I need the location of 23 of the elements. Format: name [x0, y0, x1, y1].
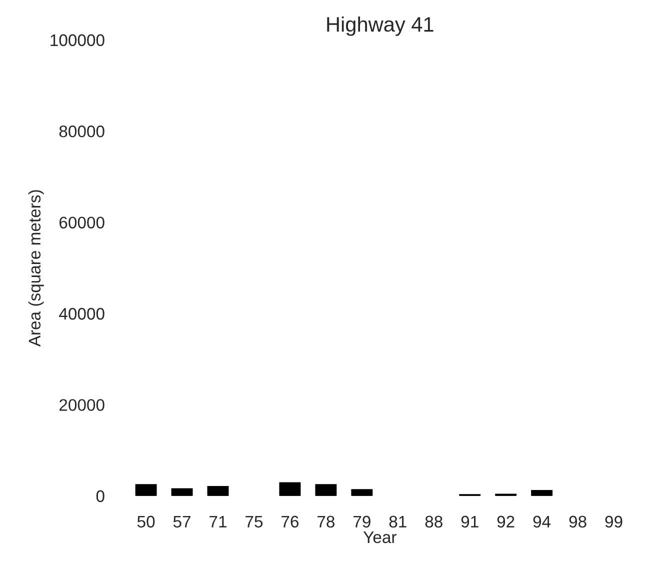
- x-tick-label: 75: [246, 516, 263, 528]
- x-tick-label: 76: [282, 516, 298, 528]
- x-tick-label: 99: [605, 516, 622, 528]
- x-tick-label: 98: [569, 516, 586, 528]
- x-tick-label: 91: [461, 516, 478, 528]
- y-tick-label: 100000: [50, 34, 104, 46]
- x-tick-label: 50: [137, 516, 155, 528]
- chart-title: Highway 41: [327, 16, 434, 36]
- y-axis-title: Area (square meters): [28, 190, 44, 347]
- x-tick-label: 88: [425, 516, 442, 528]
- y-tick-label: 20000: [60, 399, 104, 411]
- x-tick-label: 78: [318, 516, 334, 528]
- y-tick-label: 0: [96, 490, 104, 502]
- x-tick-label: 81: [389, 516, 406, 528]
- x-axis-title: Year: [363, 531, 396, 544]
- y-tick-label: 60000: [60, 216, 104, 229]
- y-tick-label: 80000: [59, 126, 104, 138]
- x-tick-label: 71: [210, 516, 226, 528]
- x-tick-label: 79: [353, 516, 370, 528]
- x-tick-label: 94: [533, 516, 551, 528]
- x-tick-label: 57: [173, 516, 190, 528]
- x-tick-label: 92: [497, 516, 514, 528]
- y-tick-label: 40000: [59, 308, 104, 320]
